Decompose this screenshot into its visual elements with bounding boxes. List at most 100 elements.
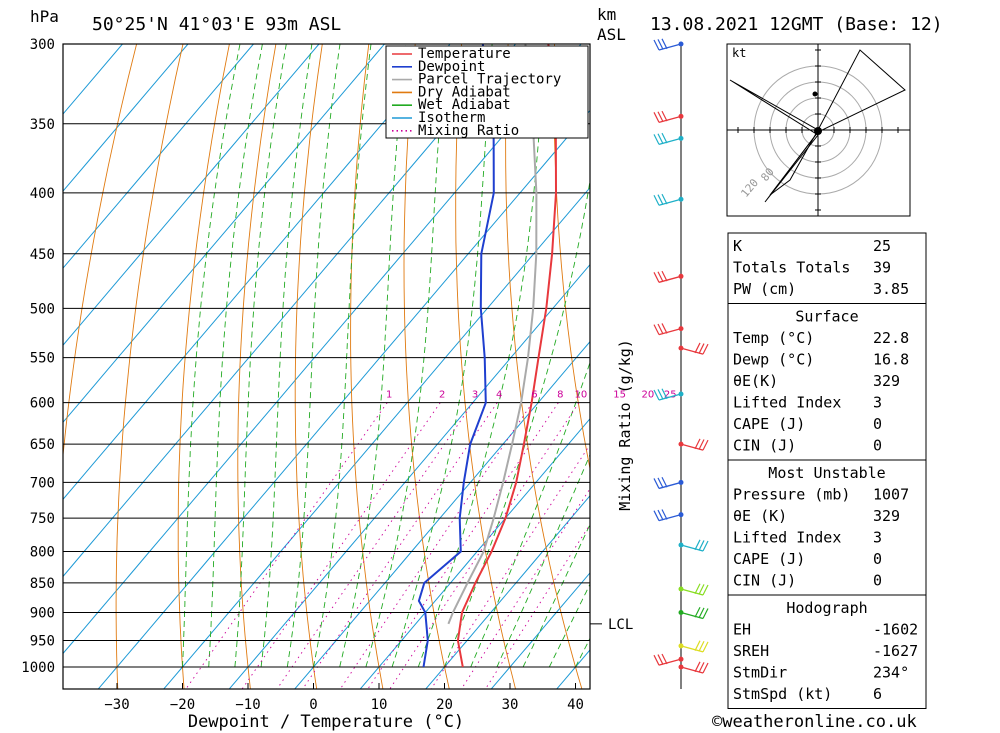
wet-adiabat-line	[208, 44, 263, 668]
series-line-dewpoint	[417, 44, 495, 668]
legend-box	[385, 45, 589, 139]
pressure-tick-label: 800	[30, 545, 55, 561]
mixing-ratio-value: 4	[496, 390, 502, 401]
pressure-tick-label: 350	[30, 117, 55, 133]
temperature-tick-label: −20	[170, 697, 195, 713]
table-row-name: SREH	[733, 642, 769, 660]
wind-barb-feather	[653, 195, 660, 206]
table-title: Most Unstable	[768, 464, 885, 482]
wind-barb-feather	[653, 112, 660, 123]
table-row-name: CIN (J)	[733, 572, 796, 590]
legend-label: Parcel Trajectory	[418, 72, 561, 88]
wet-adiabat-line	[496, 453, 590, 668]
wind-barb-feather	[698, 607, 705, 619]
wind-barb-feather	[694, 539, 701, 551]
wet-adiabat-line	[548, 583, 590, 668]
legend-label: Wet Adiabat	[418, 97, 511, 113]
wind-barb-feather	[694, 342, 701, 354]
mixing-ratio-value: 20	[642, 390, 655, 401]
legend-label: Mixing Ratio	[418, 123, 519, 139]
isotherm-line	[63, 44, 320, 346]
mixing-ratio-value: 1	[386, 390, 392, 401]
wind-barb-feather	[657, 323, 664, 335]
wind-barb-feather	[657, 389, 664, 400]
wind-barb-feather	[661, 270, 668, 282]
wind-barb-feather	[698, 540, 705, 551]
table-row-value: 1007	[873, 486, 909, 504]
wind-barb-feather	[661, 653, 668, 665]
table-row-value: 6	[873, 685, 882, 703]
table-row-value: 25	[873, 237, 891, 255]
mixing-ratio-line	[241, 402, 441, 689]
table-row-name: θE (K)	[733, 507, 787, 525]
mixing-ratio-value: 2	[439, 390, 445, 401]
isotherm-line	[63, 44, 451, 501]
isotherm-line	[163, 186, 590, 689]
wind-barb-feather	[661, 388, 668, 400]
storm-motion-marker	[812, 91, 818, 97]
legend-label: Isotherm	[418, 110, 485, 126]
legend-label: Dry Adiabat	[418, 84, 511, 100]
wet-adiabat-line	[234, 44, 287, 668]
table-row-name: K	[733, 237, 742, 255]
hodograph-trace	[769, 129, 819, 196]
mixing-ratio-axis-label: Mixing Ratio (g/kg)	[616, 339, 634, 511]
legend-label: Dewpoint	[418, 59, 485, 75]
pressure-tick-label: 700	[30, 475, 55, 491]
pressure-tick-label: 650	[30, 437, 55, 453]
wet-adiabat-line	[182, 44, 241, 668]
temperature-tick-label: −30	[104, 697, 129, 713]
isotherm-line	[63, 44, 516, 578]
pressure-tick-label: 1000	[21, 660, 55, 676]
table-box	[727, 594, 927, 709]
table-box	[727, 459, 927, 596]
wind-barb-feather	[657, 509, 664, 521]
pressure-tick-label: 450	[30, 247, 55, 263]
table-row-value: 234°	[873, 664, 909, 682]
isotherm-line	[63, 44, 254, 269]
table-row-name: θE(K)	[733, 372, 778, 390]
pressure-tick-label: 500	[30, 301, 55, 317]
pressure-tick-label: 600	[30, 396, 55, 412]
mixing-ratio-value: 10	[575, 390, 588, 401]
table-row-name: Lifted Index	[733, 394, 841, 412]
wind-barb-feather	[694, 661, 701, 673]
height-unit-label: km	[597, 5, 616, 24]
pressure-tick-labels: 300 350 400 450 500 550 600 650 700 750 800 850 900 9…	[21, 37, 55, 676]
mixing-ratio-value: 8	[557, 390, 563, 401]
table-row-value: 16.8	[873, 351, 909, 369]
table-row-value: 0	[873, 437, 882, 455]
wind-barb-feather	[698, 662, 705, 673]
wet-adiabat-line	[444, 178, 590, 668]
wind-barb-feather	[661, 132, 668, 144]
plot-frame	[62, 43, 591, 690]
wet-adiabat-line	[339, 44, 407, 668]
isotherm-line	[97, 109, 590, 689]
wind-barb-feather	[653, 39, 660, 51]
wind-barb-feather	[694, 607, 701, 618]
series-line-temperature	[456, 44, 558, 668]
table-row-value: -1627	[873, 642, 918, 660]
wind-barb-feather	[698, 343, 705, 354]
pressure-tick-label: 400	[30, 186, 55, 202]
wind-barb-feather	[661, 476, 668, 488]
table-box	[727, 232, 927, 304]
wind-barb-feather	[698, 584, 705, 595]
table-row-name: StmSpd (kt)	[733, 685, 832, 703]
wind-barb-feather	[702, 584, 709, 596]
height-unit-label-2: ASL	[597, 25, 626, 44]
wind-barb-feather	[661, 193, 668, 205]
wind-barb-feather	[657, 133, 664, 145]
dry-adiabat-line	[965, 8, 1000, 697]
wind-barb-feather	[702, 608, 709, 619]
wind-barb-feather	[694, 583, 701, 595]
wind-barb-feather	[653, 654, 660, 666]
hodograph-kt-label: kt	[732, 46, 746, 60]
wind-barb-feather	[653, 272, 660, 283]
table-row-value: 3.85	[873, 280, 909, 298]
temperature-tick-labels: −30 −20 −10 0 10 20 30 40	[104, 683, 584, 713]
table-row-name: CIN (J)	[733, 437, 796, 455]
wind-barb-feather	[657, 477, 664, 489]
